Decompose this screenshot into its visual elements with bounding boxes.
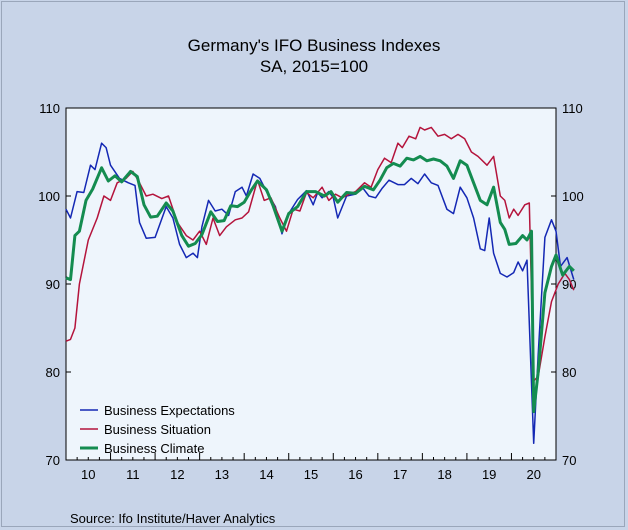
series-lines — [65, 126, 575, 445]
y-tick-label-left-110: 110 — [39, 101, 60, 116]
chart-title: Germany's IFO Business Indexes — [188, 36, 441, 55]
series-line-business-situation — [65, 126, 575, 382]
y-tick-label-left-70: 70 — [46, 453, 60, 468]
legend: Business Expectations Business Situation B… — [80, 403, 235, 456]
x-tick-label-19: 19 — [482, 467, 496, 482]
plot-area — [65, 107, 557, 461]
x-tick-label-16: 16 — [348, 467, 362, 482]
y-tick-label-left-80: 80 — [46, 365, 60, 380]
x-tick-label-14: 14 — [259, 467, 273, 482]
legend-label-1: Business Expectations — [104, 403, 235, 418]
y-tick-label-right-80: 80 — [562, 365, 576, 380]
legend-label-2: Business Situation — [104, 422, 211, 437]
x-tick-label-12: 12 — [170, 467, 184, 482]
source-note: Source: Ifo Institute/Haver Analytics — [70, 511, 276, 526]
x-tick-label-15: 15 — [304, 467, 318, 482]
x-tick-label-10: 10 — [81, 467, 95, 482]
legend-label-3: Business Climate — [104, 441, 204, 456]
x-tick-label-20: 20 — [526, 467, 540, 482]
x-tick-label-18: 18 — [437, 467, 451, 482]
y-tick-label-left-90: 90 — [46, 277, 60, 292]
y-tick-label-right-110: 110 — [562, 101, 583, 116]
y-tick-label-right-70: 70 — [562, 453, 576, 468]
y-tick-label-right-100: 100 — [562, 189, 584, 204]
chart-subtitle: SA, 2015=100 — [260, 57, 368, 76]
x-tick-label-13: 13 — [215, 467, 229, 482]
x-tick-label-11: 11 — [126, 467, 140, 482]
y-tick-label-left-100: 100 — [38, 189, 60, 204]
series-line-business-climate — [65, 154, 575, 414]
x-tick-label-17: 17 — [393, 467, 407, 482]
